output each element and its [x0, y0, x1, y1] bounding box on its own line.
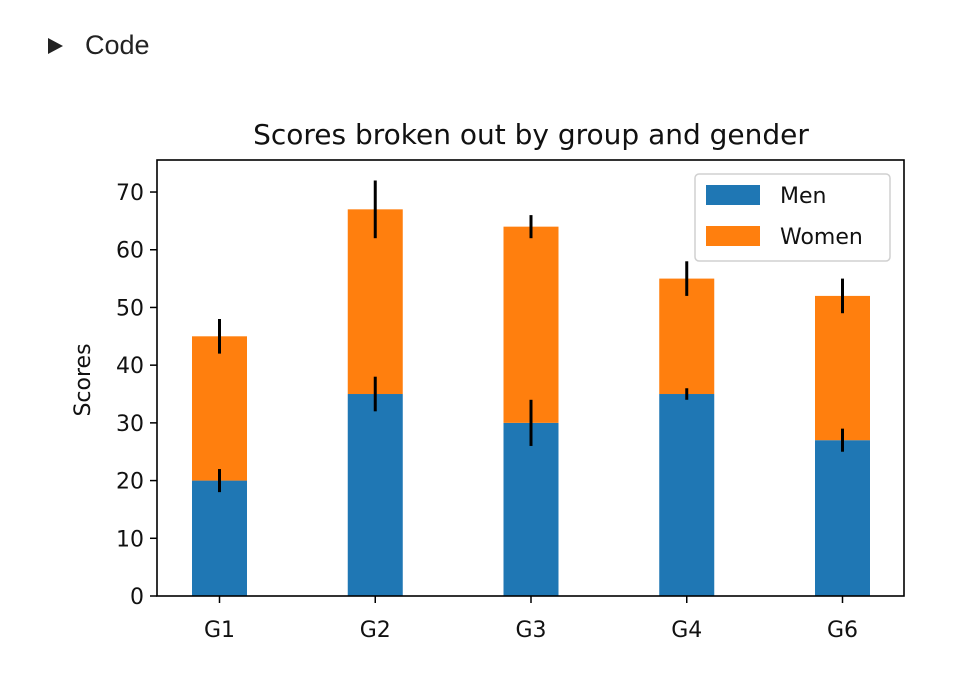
y-tick-label: 40 [116, 354, 144, 379]
legend-swatch-men [706, 185, 760, 205]
bars-layer [192, 209, 870, 596]
y-tick-label: 20 [116, 470, 144, 495]
bar-women-g4 [659, 278, 715, 395]
code-toggle[interactable]: Code [48, 30, 150, 61]
legend-label-women: Women [780, 225, 863, 250]
bar-men-g3 [503, 422, 559, 596]
error-bars-layer [218, 180, 844, 493]
y-tick-label: 70 [116, 181, 144, 206]
x-tick-label: G4 [671, 618, 702, 643]
bar-women-g6 [815, 295, 870, 441]
plot-frame [156, 159, 905, 597]
code-toggle-label: Code [85, 30, 150, 60]
x-tick-label: G1 [204, 618, 235, 643]
bar-women-g1 [192, 336, 247, 481]
bar-women-g3 [503, 226, 559, 423]
x-axis: G1 G2 G3 G4 G6 [204, 596, 858, 643]
y-tick-label: 10 [116, 527, 144, 552]
chart-title: Scores broken out by group and gender [253, 118, 809, 151]
bar-men-g4 [659, 394, 715, 596]
x-tick-label: G6 [827, 618, 858, 643]
legend-swatch-women [706, 226, 760, 246]
disclosure-triangle-icon [48, 37, 63, 54]
y-tick-label: 0 [130, 585, 144, 610]
y-axis-label: Scores [71, 343, 96, 416]
bar-women-g2 [347, 209, 403, 395]
bar-men-g2 [347, 394, 403, 596]
x-tick-label: G3 [515, 618, 546, 643]
y-tick-label: 30 [116, 412, 144, 437]
y-tick-label: 50 [116, 296, 144, 321]
legend-label-men: Men [780, 184, 826, 209]
x-tick-label: G2 [360, 618, 391, 643]
y-tick-label: 60 [116, 239, 144, 264]
bar-men-g1 [192, 480, 247, 596]
y-axis: 0 10 20 30 40 50 60 70 [116, 181, 157, 610]
bar-men-g6 [815, 440, 870, 596]
legend: Men Women [694, 173, 891, 262]
